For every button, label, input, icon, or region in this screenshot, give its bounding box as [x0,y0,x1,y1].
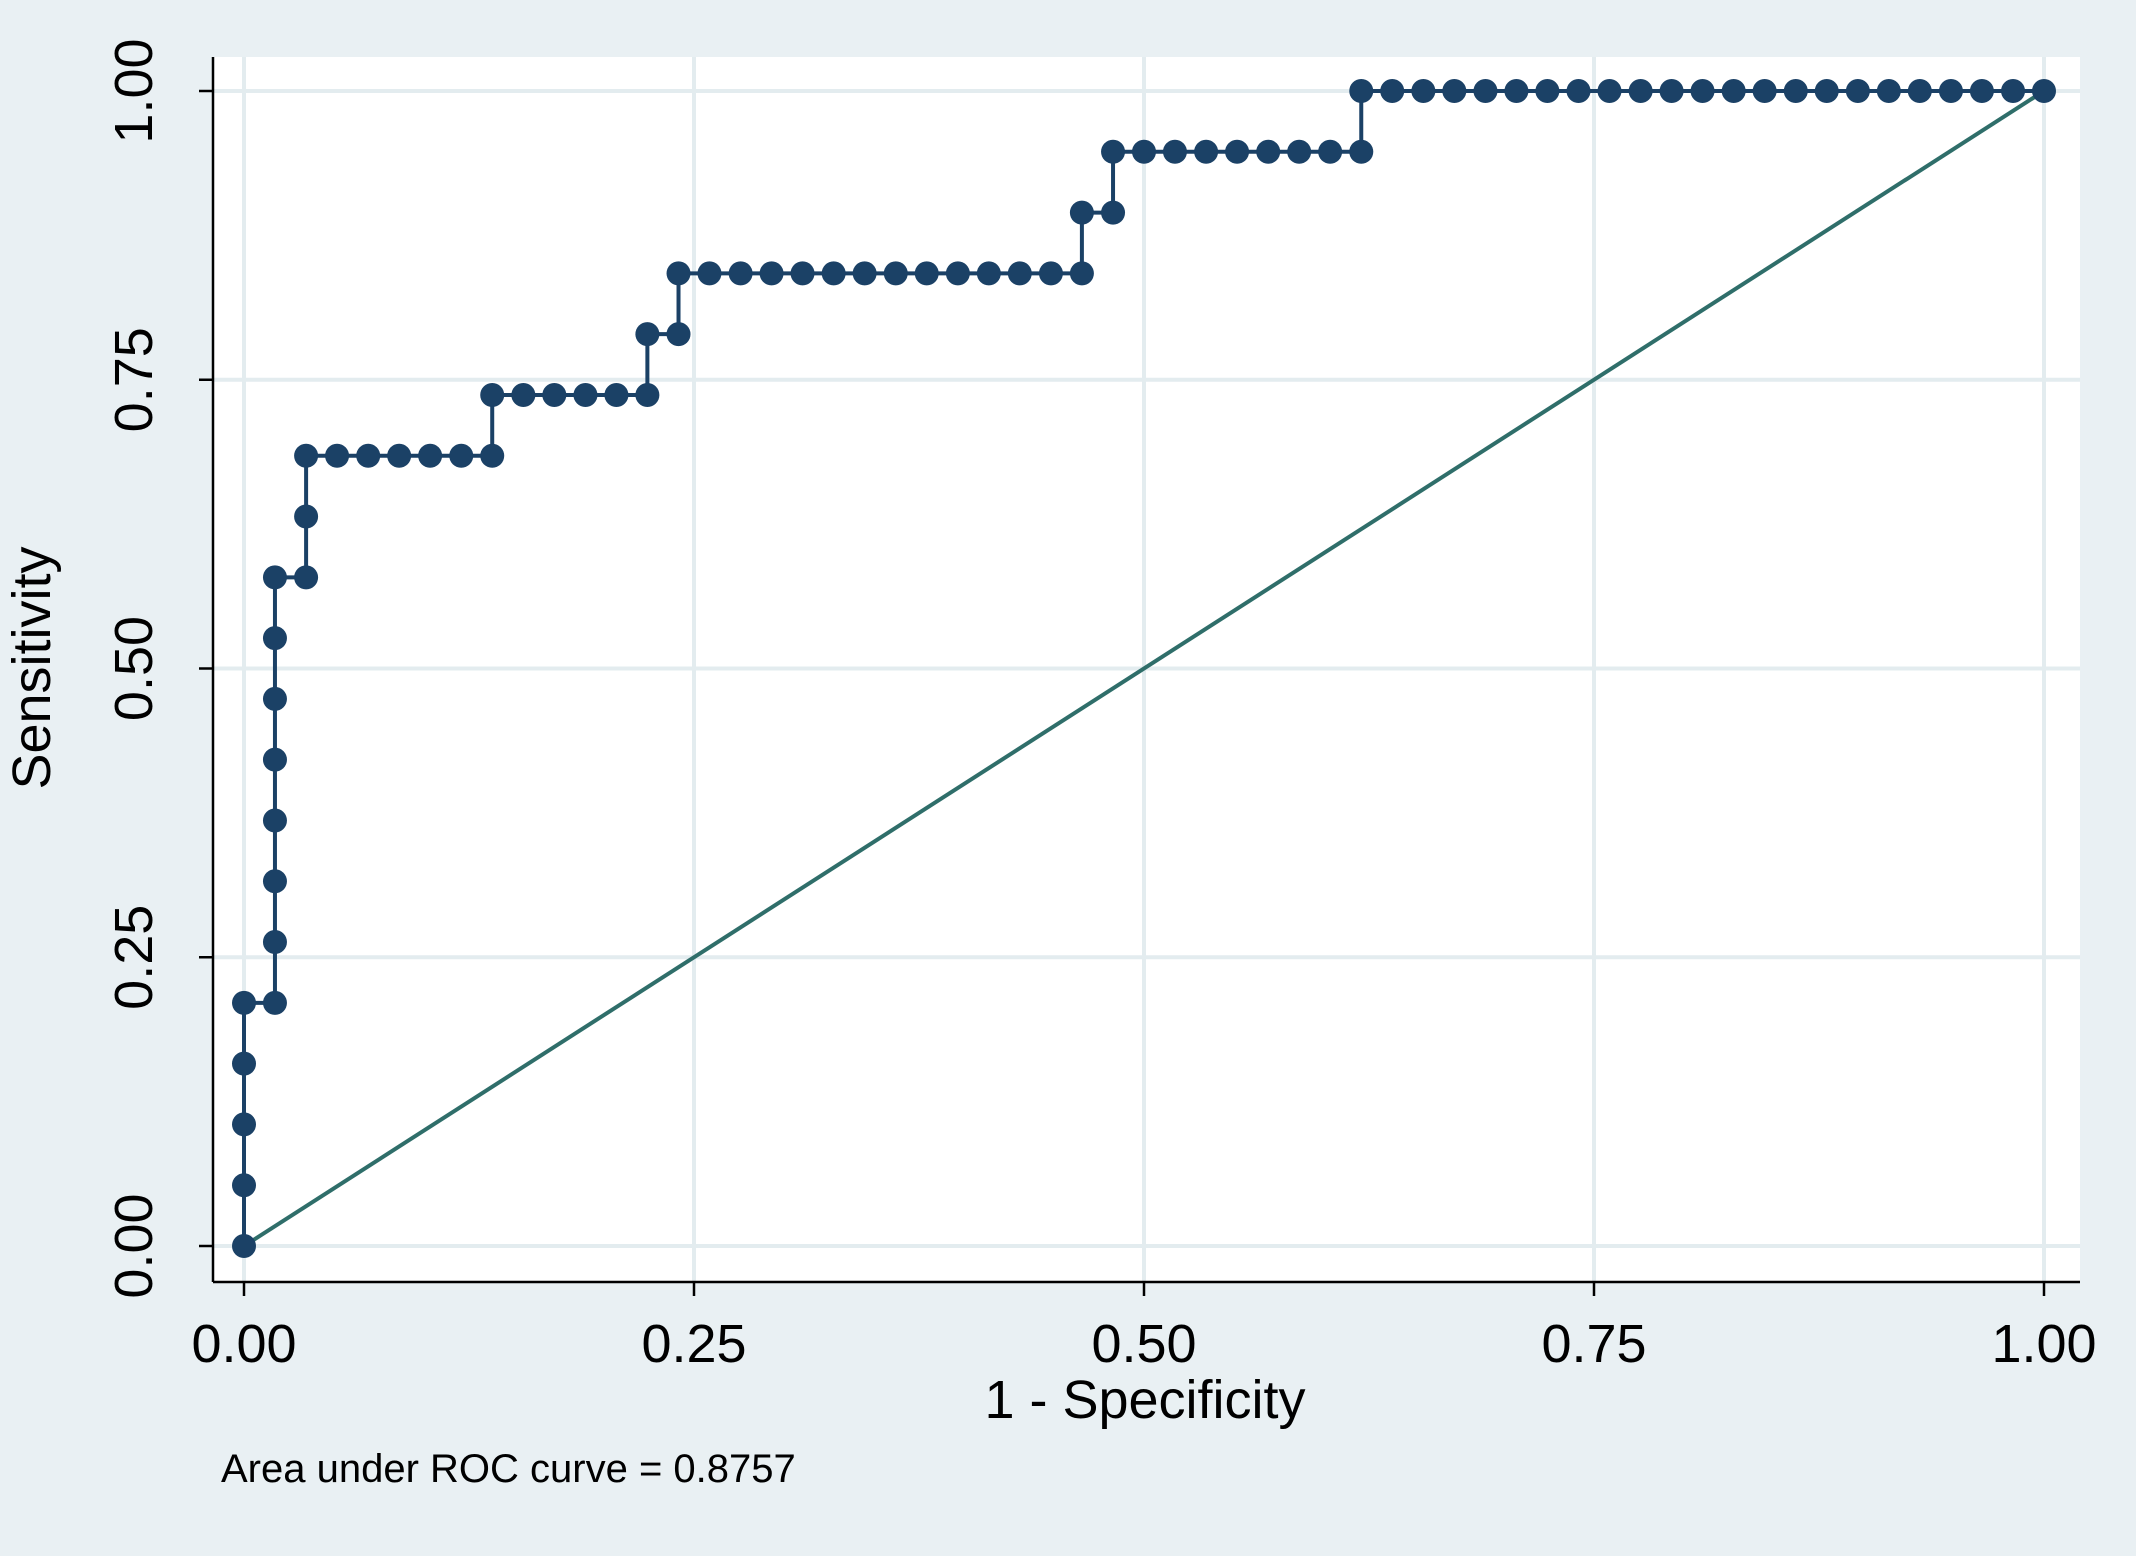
roc-point [1721,79,1746,103]
roc-point [1969,79,1994,103]
roc-point [1566,79,1591,103]
roc-point [262,565,287,590]
roc-point [542,382,567,407]
roc-point [262,930,287,955]
roc-point [480,382,505,407]
roc-point [1349,79,1374,103]
roc-point [790,261,815,286]
roc-point [1907,79,1932,103]
roc-point [418,443,443,468]
roc-point [1101,139,1126,164]
roc-point [232,1173,256,1198]
roc-point [1411,79,1436,103]
roc-point [1876,79,1901,103]
x-tick-label: 0.50 [1091,1314,1196,1374]
y-axis-ticks: 0.00 0.25 0.50 0.75 1.00 [104,38,213,1299]
roc-point [294,443,319,468]
x-tick-label: 0.00 [191,1314,296,1374]
roc-point [604,382,629,407]
roc-point [262,686,287,711]
x-axis-ticks: 0.00 0.25 0.50 0.75 1.00 [191,1282,2097,1374]
roc-point [1194,139,1219,164]
roc-point [914,261,939,286]
roc-point [1038,261,1063,286]
roc-point [945,261,970,286]
roc-point [1814,79,1839,103]
roc-point [666,261,691,286]
roc-point [1349,139,1374,164]
x-axis-title: 1 - Specificity [984,1370,1305,1430]
x-tick-label: 0.25 [641,1314,746,1374]
roc-point [2001,79,2026,103]
roc-point [262,990,287,1015]
roc-point [697,261,722,286]
roc-point [883,261,908,286]
roc-point [1225,139,1250,164]
roc-point [759,261,784,286]
roc-point [232,1051,256,1076]
roc-point [1504,79,1529,103]
reference-diagonal-line [242,89,2046,1248]
y-axis-title: Sensitivity [2,546,62,789]
roc-point [262,869,287,894]
roc-point [635,382,660,407]
roc-point [356,443,381,468]
roc-point [232,990,256,1015]
y-tick-label: 0.75 [104,327,164,432]
roc-point [1380,79,1405,103]
roc-point [573,382,598,407]
roc-point [511,382,536,407]
roc-point [821,261,846,286]
roc-point [262,808,287,833]
roc-point [635,322,660,347]
roc-point [262,626,287,651]
roc-point [1473,79,1498,103]
roc-point [1256,139,1281,164]
roc-point [852,261,877,286]
roc-point [1007,261,1032,286]
roc-point [325,443,350,468]
roc-point [232,1112,256,1137]
roc-point [1287,139,1312,164]
roc-point [387,443,412,468]
roc-point [262,747,287,772]
roc-point [1069,200,1094,225]
roc-point [1132,139,1156,164]
roc-point [1690,79,1715,103]
roc-point [294,504,319,529]
roc-point [1628,79,1653,103]
roc-point [1752,79,1777,103]
auc-note: Area under ROC curve = 0.8757 [221,1447,796,1491]
roc-point [1783,79,1808,103]
roc-point [2032,79,2056,103]
roc-point [480,443,505,468]
y-tick-label: 1.00 [104,38,164,143]
y-tick-label: 0.25 [104,905,164,1010]
roc-point [1162,139,1187,164]
roc-point [976,261,1001,286]
roc-point [1318,139,1343,164]
roc-point [1101,200,1126,225]
roc-point [1659,79,1684,103]
y-tick-label: 0.00 [104,1193,164,1298]
roc-point [1597,79,1622,103]
roc-point [1069,261,1094,286]
y-tick-label: 0.50 [104,616,164,721]
roc-point [449,443,474,468]
roc-point [232,1234,256,1258]
roc-point [666,322,691,347]
x-tick-label: 1.00 [1991,1314,2096,1374]
roc-point [1442,79,1467,103]
roc-point [1535,79,1560,103]
roc-point [1845,79,1870,103]
roc-point [1938,79,1963,103]
roc-point [728,261,753,286]
roc-markers [232,79,2056,1258]
x-tick-label: 0.75 [1541,1314,1646,1374]
roc-point [294,565,319,590]
